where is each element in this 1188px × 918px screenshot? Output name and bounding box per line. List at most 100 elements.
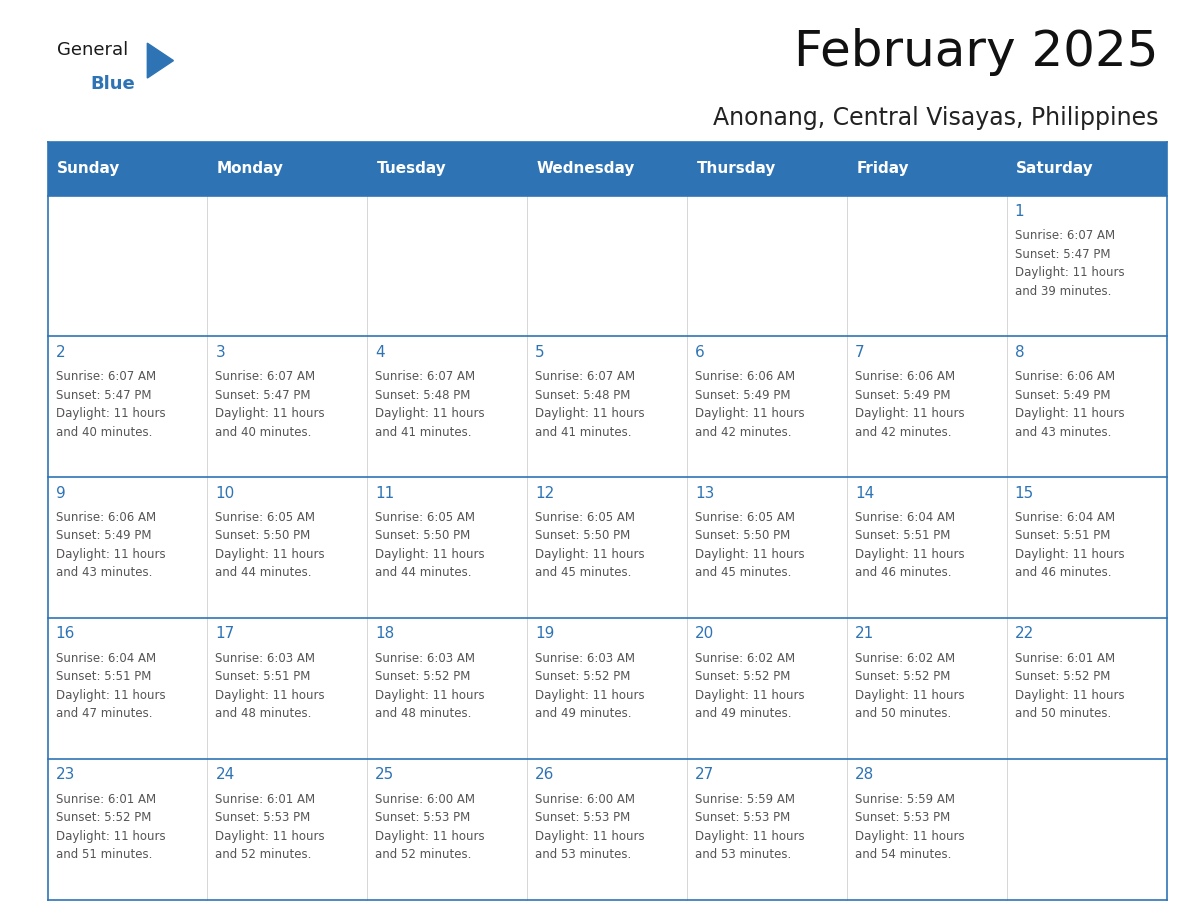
Text: Sunrise: 6:05 AM
Sunset: 5:50 PM
Daylight: 11 hours
and 45 minutes.: Sunrise: 6:05 AM Sunset: 5:50 PM Dayligh…	[695, 511, 804, 579]
Text: 24: 24	[215, 767, 235, 782]
Bar	[367, 759, 527, 900]
Polygon shape	[147, 43, 173, 78]
Text: Sunrise: 6:07 AM
Sunset: 5:48 PM
Daylight: 11 hours
and 41 minutes.: Sunrise: 6:07 AM Sunset: 5:48 PM Dayligh…	[375, 370, 485, 439]
Text: 15: 15	[1015, 486, 1034, 500]
Text: Sunrise: 6:01 AM
Sunset: 5:52 PM
Daylight: 11 hours
and 50 minutes.: Sunrise: 6:01 AM Sunset: 5:52 PM Dayligh…	[1015, 652, 1124, 721]
Text: Sunrise: 6:06 AM
Sunset: 5:49 PM
Daylight: 11 hours
and 42 minutes.: Sunrise: 6:06 AM Sunset: 5:49 PM Dayligh…	[855, 370, 965, 439]
Text: Friday: Friday	[857, 162, 909, 176]
Bar	[1006, 477, 1167, 618]
Text: 6: 6	[695, 345, 704, 360]
Bar	[208, 759, 367, 900]
Bar	[1006, 142, 1167, 196]
Text: 10: 10	[215, 486, 235, 500]
Bar	[48, 336, 208, 477]
Text: 13: 13	[695, 486, 714, 500]
Bar	[687, 336, 847, 477]
Text: 3: 3	[215, 345, 226, 360]
Text: Sunrise: 6:07 AM
Sunset: 5:47 PM
Daylight: 11 hours
and 40 minutes.: Sunrise: 6:07 AM Sunset: 5:47 PM Dayligh…	[56, 370, 165, 439]
Bar	[48, 142, 208, 196]
Text: Saturday: Saturday	[1017, 162, 1094, 176]
Bar	[687, 142, 847, 196]
Bar	[527, 477, 687, 618]
Text: Sunrise: 6:05 AM
Sunset: 5:50 PM
Daylight: 11 hours
and 44 minutes.: Sunrise: 6:05 AM Sunset: 5:50 PM Dayligh…	[375, 511, 485, 579]
Text: 1: 1	[1015, 204, 1024, 219]
Text: Sunrise: 6:06 AM
Sunset: 5:49 PM
Daylight: 11 hours
and 43 minutes.: Sunrise: 6:06 AM Sunset: 5:49 PM Dayligh…	[56, 511, 165, 579]
Text: Monday: Monday	[217, 162, 284, 176]
Bar	[527, 336, 687, 477]
Bar	[847, 759, 1006, 900]
Bar	[527, 618, 687, 759]
Text: 19: 19	[535, 626, 555, 642]
Bar	[208, 196, 367, 336]
Text: 9: 9	[56, 486, 65, 500]
Bar	[367, 336, 527, 477]
Bar	[367, 618, 527, 759]
Bar	[1006, 759, 1167, 900]
Text: 20: 20	[695, 626, 714, 642]
Bar	[687, 196, 847, 336]
Text: Thursday: Thursday	[696, 162, 776, 176]
Text: Sunrise: 5:59 AM
Sunset: 5:53 PM
Daylight: 11 hours
and 54 minutes.: Sunrise: 5:59 AM Sunset: 5:53 PM Dayligh…	[855, 792, 965, 861]
Bar	[847, 477, 1006, 618]
Bar	[1006, 196, 1167, 336]
Text: Sunrise: 6:01 AM
Sunset: 5:53 PM
Daylight: 11 hours
and 52 minutes.: Sunrise: 6:01 AM Sunset: 5:53 PM Dayligh…	[215, 792, 326, 861]
Text: Sunrise: 6:06 AM
Sunset: 5:49 PM
Daylight: 11 hours
and 42 minutes.: Sunrise: 6:06 AM Sunset: 5:49 PM Dayligh…	[695, 370, 804, 439]
Text: Sunrise: 6:06 AM
Sunset: 5:49 PM
Daylight: 11 hours
and 43 minutes.: Sunrise: 6:06 AM Sunset: 5:49 PM Dayligh…	[1015, 370, 1124, 439]
Bar	[48, 759, 208, 900]
Text: Anonang, Central Visayas, Philippines: Anonang, Central Visayas, Philippines	[713, 106, 1158, 129]
Text: 25: 25	[375, 767, 394, 782]
Text: 26: 26	[535, 767, 555, 782]
Text: Sunday: Sunday	[57, 162, 120, 176]
Bar	[847, 336, 1006, 477]
Bar	[208, 336, 367, 477]
Text: Wednesday: Wednesday	[537, 162, 636, 176]
Text: 27: 27	[695, 767, 714, 782]
Text: 12: 12	[535, 486, 555, 500]
Bar	[527, 142, 687, 196]
Text: 7: 7	[855, 345, 865, 360]
Bar	[847, 142, 1006, 196]
Text: Sunrise: 6:04 AM
Sunset: 5:51 PM
Daylight: 11 hours
and 46 minutes.: Sunrise: 6:04 AM Sunset: 5:51 PM Dayligh…	[1015, 511, 1124, 579]
Text: 23: 23	[56, 767, 75, 782]
Bar	[687, 477, 847, 618]
Text: Sunrise: 6:05 AM
Sunset: 5:50 PM
Daylight: 11 hours
and 44 minutes.: Sunrise: 6:05 AM Sunset: 5:50 PM Dayligh…	[215, 511, 326, 579]
Bar	[527, 196, 687, 336]
Text: General: General	[57, 41, 128, 60]
Text: Sunrise: 6:01 AM
Sunset: 5:52 PM
Daylight: 11 hours
and 51 minutes.: Sunrise: 6:01 AM Sunset: 5:52 PM Dayligh…	[56, 792, 165, 861]
Text: Sunrise: 6:02 AM
Sunset: 5:52 PM
Daylight: 11 hours
and 49 minutes.: Sunrise: 6:02 AM Sunset: 5:52 PM Dayligh…	[695, 652, 804, 721]
Text: 16: 16	[56, 626, 75, 642]
Text: Sunrise: 6:03 AM
Sunset: 5:52 PM
Daylight: 11 hours
and 48 minutes.: Sunrise: 6:03 AM Sunset: 5:52 PM Dayligh…	[375, 652, 485, 721]
Text: Blue: Blue	[90, 75, 135, 94]
Text: 11: 11	[375, 486, 394, 500]
Text: Sunrise: 6:03 AM
Sunset: 5:51 PM
Daylight: 11 hours
and 48 minutes.: Sunrise: 6:03 AM Sunset: 5:51 PM Dayligh…	[215, 652, 326, 721]
Bar	[367, 477, 527, 618]
Bar	[1006, 618, 1167, 759]
Text: Sunrise: 6:03 AM
Sunset: 5:52 PM
Daylight: 11 hours
and 49 minutes.: Sunrise: 6:03 AM Sunset: 5:52 PM Dayligh…	[535, 652, 645, 721]
Text: 5: 5	[535, 345, 545, 360]
Bar	[527, 759, 687, 900]
Text: Sunrise: 6:07 AM
Sunset: 5:47 PM
Daylight: 11 hours
and 40 minutes.: Sunrise: 6:07 AM Sunset: 5:47 PM Dayligh…	[215, 370, 326, 439]
Bar	[1006, 336, 1167, 477]
Text: Tuesday: Tuesday	[377, 162, 447, 176]
Bar	[367, 196, 527, 336]
Bar	[48, 618, 208, 759]
Text: Sunrise: 6:00 AM
Sunset: 5:53 PM
Daylight: 11 hours
and 52 minutes.: Sunrise: 6:00 AM Sunset: 5:53 PM Dayligh…	[375, 792, 485, 861]
Bar	[48, 477, 208, 618]
Bar	[847, 196, 1006, 336]
Bar	[687, 759, 847, 900]
Text: Sunrise: 6:00 AM
Sunset: 5:53 PM
Daylight: 11 hours
and 53 minutes.: Sunrise: 6:00 AM Sunset: 5:53 PM Dayligh…	[535, 792, 645, 861]
Text: 17: 17	[215, 626, 235, 642]
Text: 21: 21	[855, 626, 874, 642]
Bar	[208, 477, 367, 618]
Text: 4: 4	[375, 345, 385, 360]
Text: 28: 28	[855, 767, 874, 782]
Bar	[847, 618, 1006, 759]
Text: Sunrise: 6:04 AM
Sunset: 5:51 PM
Daylight: 11 hours
and 46 minutes.: Sunrise: 6:04 AM Sunset: 5:51 PM Dayligh…	[855, 511, 965, 579]
Text: 8: 8	[1015, 345, 1024, 360]
Text: Sunrise: 6:07 AM
Sunset: 5:48 PM
Daylight: 11 hours
and 41 minutes.: Sunrise: 6:07 AM Sunset: 5:48 PM Dayligh…	[535, 370, 645, 439]
Text: Sunrise: 5:59 AM
Sunset: 5:53 PM
Daylight: 11 hours
and 53 minutes.: Sunrise: 5:59 AM Sunset: 5:53 PM Dayligh…	[695, 792, 804, 861]
Text: Sunrise: 6:02 AM
Sunset: 5:52 PM
Daylight: 11 hours
and 50 minutes.: Sunrise: 6:02 AM Sunset: 5:52 PM Dayligh…	[855, 652, 965, 721]
Bar	[208, 142, 367, 196]
Text: 2: 2	[56, 345, 65, 360]
Bar	[687, 618, 847, 759]
